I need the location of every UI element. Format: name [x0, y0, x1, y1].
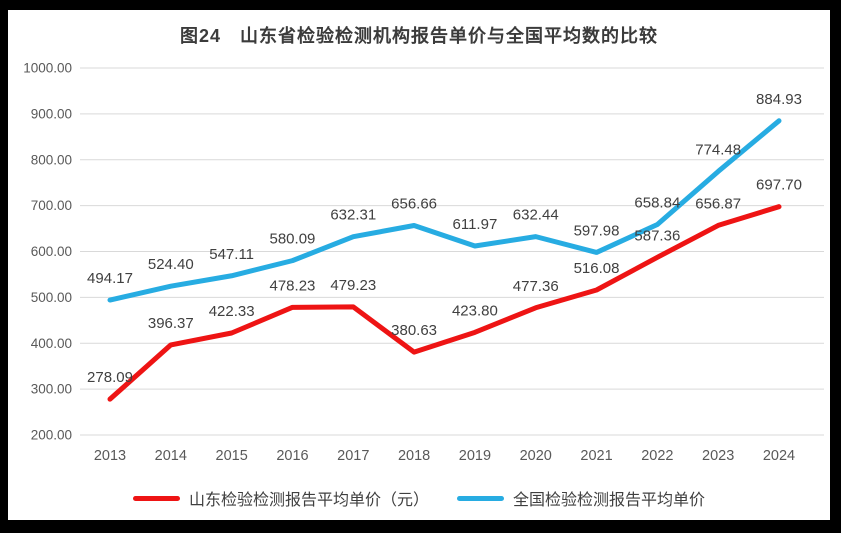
red-line-legend-icon — [132, 495, 180, 501]
y-tick-label: 400.00 — [31, 336, 72, 351]
x-tick-label: 2022 — [641, 448, 673, 464]
x-tick-label: 2014 — [155, 448, 187, 464]
y-tick-label: 500.00 — [31, 290, 72, 305]
y-tick-label: 800.00 — [31, 152, 72, 167]
chart-svg: 200.00 300.00 400.00 500.00 600.00 700.00 800.… — [23, 61, 824, 464]
data-label: 547.11 — [209, 246, 254, 263]
data-label: 597.98 — [574, 222, 620, 239]
x-tick-label: 2013 — [94, 448, 126, 464]
data-label: 632.31 — [330, 207, 376, 224]
x-tick-label: 2016 — [276, 448, 308, 464]
data-label: 396.37 — [148, 315, 194, 332]
x-tick-label: 2024 — [763, 448, 795, 464]
y-tick-label: 1000.00 — [23, 61, 72, 76]
data-label: 478.23 — [270, 277, 316, 294]
data-label: 611.97 — [453, 216, 498, 233]
data-label: 477.36 — [513, 278, 559, 295]
x-tick-label: 2023 — [702, 448, 734, 464]
chart-legend: 山东检验检测报告平均单价（元） 全国检验检测报告平均单价 — [8, 486, 830, 510]
data-label: 697.70 — [756, 177, 802, 194]
data-label: 656.87 — [695, 195, 741, 212]
data-label: 656.66 — [391, 196, 437, 213]
series-line-0 — [107, 204, 782, 402]
data-label: 632.44 — [513, 207, 559, 224]
data-label: 580.09 — [270, 231, 316, 248]
y-tick-label: 700.00 — [31, 198, 72, 213]
legend-item-national: 全国检验检测报告平均单价 — [457, 486, 705, 510]
x-tick-label: 2015 — [216, 448, 248, 464]
data-label: 524.40 — [148, 256, 194, 273]
data-label: 516.08 — [574, 260, 620, 277]
data-label: 479.23 — [330, 277, 376, 294]
chart-title: 图24 山东省检验检测机构报告单价与全国平均数的比较 — [179, 26, 659, 46]
legend-label: 全国检验检测报告平均单价 — [513, 492, 706, 509]
data-label: 423.80 — [452, 302, 498, 319]
x-tick-label: 2020 — [520, 448, 552, 464]
x-tick-label: 2018 — [398, 448, 430, 464]
x-tick-label: 2021 — [580, 448, 612, 464]
y-tick-label: 300.00 — [31, 382, 72, 397]
data-label: 658.84 — [634, 195, 680, 212]
data-label: 884.93 — [756, 91, 802, 108]
x-tick-label: 2019 — [459, 448, 491, 464]
data-label: 422.33 — [209, 303, 255, 320]
y-tick-label: 900.00 — [31, 106, 72, 121]
legend-item-shandong: 山东检验检测报告平均单价（元） — [132, 486, 429, 510]
legend-label: 山东检验检测报告平均单价（元） — [188, 492, 429, 509]
data-label: 278.09 — [87, 369, 133, 386]
y-tick-label: 600.00 — [31, 244, 72, 259]
series-line-1 — [107, 118, 782, 303]
y-tick-label: 200.00 — [31, 428, 72, 443]
x-tick-label: 2017 — [337, 448, 369, 464]
data-label: 587.36 — [634, 227, 680, 244]
data-label: 774.48 — [695, 141, 741, 158]
blue-line-legend-icon — [457, 495, 504, 501]
data-label: 494.17 — [87, 270, 133, 287]
data-label: 380.63 — [391, 322, 437, 339]
